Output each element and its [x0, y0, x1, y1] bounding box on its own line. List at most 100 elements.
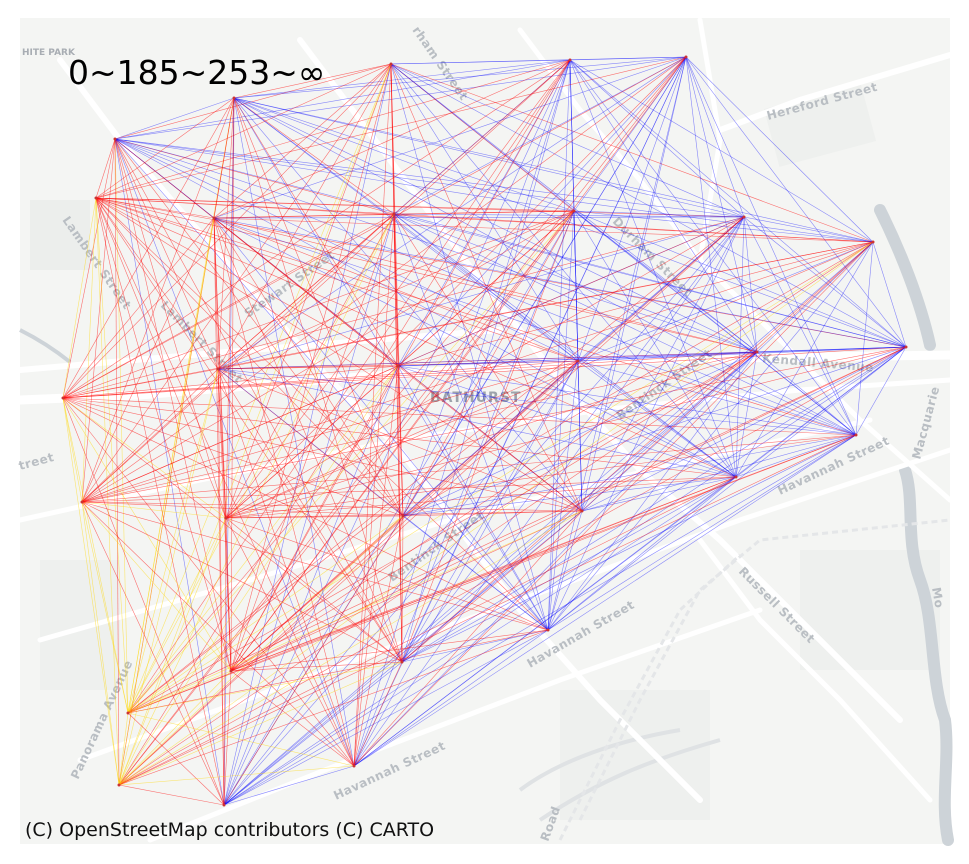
network-edge — [390, 63, 874, 243]
network-edge — [127, 629, 549, 714]
network-edge — [577, 360, 857, 436]
network-edge — [569, 59, 737, 478]
network-edge — [353, 210, 575, 767]
network-node — [222, 803, 226, 807]
network-edge — [217, 368, 404, 517]
network-edge — [393, 213, 857, 436]
network-edge — [118, 784, 225, 806]
network-edge — [223, 765, 355, 806]
network-node — [576, 359, 580, 363]
network-edge — [223, 360, 579, 806]
network-edge — [81, 368, 219, 503]
network-edge — [225, 351, 758, 519]
network-edge — [118, 661, 403, 786]
network-edge — [225, 365, 399, 519]
network-node — [572, 209, 576, 213]
network-edge — [213, 217, 737, 478]
network-edge — [393, 213, 737, 478]
network-edge — [401, 346, 907, 663]
network-edge — [95, 197, 907, 348]
network-edge — [547, 56, 687, 631]
network-edge — [118, 210, 575, 786]
network-edge — [353, 63, 392, 767]
network-edge — [230, 670, 355, 767]
network-edge — [547, 360, 579, 631]
network-edge — [127, 368, 219, 714]
network-edge — [223, 517, 227, 806]
network-node — [212, 216, 216, 220]
network-edge — [217, 216, 745, 370]
network-edge — [581, 241, 874, 512]
network-node — [117, 783, 121, 787]
network-edge — [735, 351, 758, 478]
network-edge — [401, 216, 745, 663]
network-edge — [62, 63, 392, 399]
network-edge — [353, 661, 403, 767]
network-edge — [95, 197, 737, 478]
network-edge — [233, 97, 745, 218]
network-edge — [393, 213, 874, 243]
network-edge — [81, 476, 737, 503]
network-edge — [547, 210, 575, 631]
network-edge — [217, 210, 575, 370]
network-edge — [114, 63, 392, 140]
network-edge — [390, 63, 549, 631]
network-node — [684, 55, 688, 59]
network-edge — [233, 97, 549, 631]
network-edge — [62, 351, 758, 399]
network-edge — [577, 56, 687, 362]
network-edge — [217, 346, 907, 370]
network-edge — [225, 510, 583, 519]
network-edge — [569, 56, 687, 61]
network-edge — [233, 63, 392, 99]
network-edge — [114, 138, 549, 631]
network-edge — [114, 138, 575, 212]
network-edge — [217, 97, 235, 370]
network-node — [568, 58, 572, 62]
network-edge — [573, 210, 737, 478]
network-edge — [547, 241, 874, 631]
network-edge — [127, 365, 399, 714]
network-edge — [81, 346, 907, 503]
network-edge — [233, 97, 874, 243]
network-edge — [397, 360, 579, 367]
city-block — [40, 560, 120, 690]
network-edge — [402, 56, 687, 517]
network-node — [80, 500, 84, 504]
network-edge — [118, 712, 129, 786]
network-edge — [577, 216, 745, 362]
network-edge — [95, 63, 392, 199]
network-edge — [62, 197, 97, 399]
network-edge — [547, 510, 583, 631]
network-edge — [225, 517, 403, 663]
network-edge — [547, 346, 907, 631]
network-edge — [353, 241, 874, 767]
network-edge — [393, 213, 579, 362]
network-edge — [217, 241, 874, 370]
network-edge — [353, 213, 395, 767]
network-edge — [127, 346, 907, 714]
network-edge — [569, 59, 745, 218]
network-edge — [855, 346, 907, 436]
network-edge — [685, 56, 758, 353]
network-node — [546, 628, 550, 632]
network-edge — [127, 213, 395, 714]
network-edge — [114, 138, 227, 519]
network-edge — [685, 56, 737, 478]
network-edge — [95, 197, 399, 367]
network-edge — [743, 216, 758, 353]
network-edge — [118, 517, 227, 786]
network-edge — [685, 56, 874, 243]
network-edge — [81, 351, 758, 503]
network-edge — [233, 97, 583, 512]
network-edge — [118, 510, 583, 786]
network-edge — [213, 59, 571, 219]
network-edge — [217, 368, 549, 631]
network-edge — [223, 629, 549, 806]
network-edge — [217, 351, 758, 370]
network-edge — [114, 138, 232, 672]
network-edge — [230, 351, 758, 672]
network-edge — [569, 59, 575, 212]
network-edge — [393, 210, 575, 215]
